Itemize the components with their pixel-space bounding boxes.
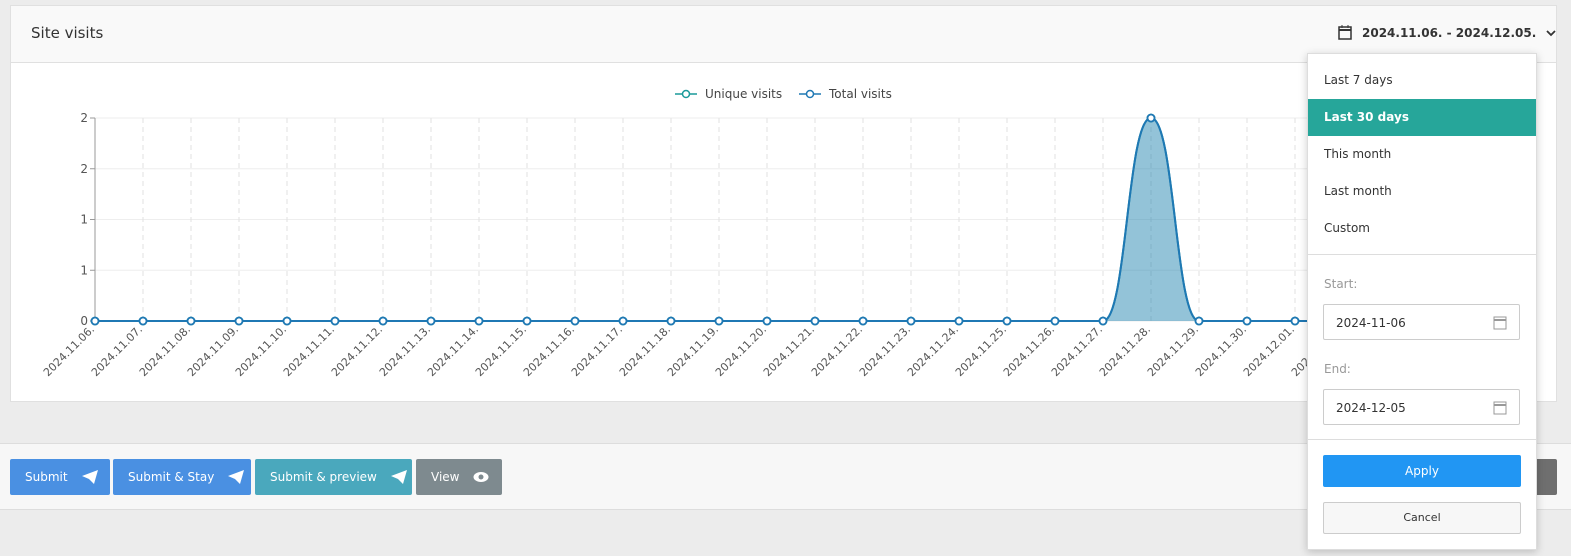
legend-label: Unique visits — [705, 87, 782, 101]
data-point — [1098, 316, 1108, 326]
date-range-toggle[interactable]: 2024.11.06. - 2024.12.05. — [1338, 25, 1556, 40]
date-picker-dropdown: Last 7 days Last 30 days This month Last mo… — [1307, 53, 1537, 550]
start-input[interactable]: 2024-11-06 — [1323, 304, 1520, 340]
date-range-text: 2024.11.06. - 2024.12.05. — [1362, 25, 1537, 40]
data-point — [186, 316, 196, 326]
data-point — [378, 316, 388, 326]
data-point — [1194, 316, 1204, 326]
calendar-icon — [1338, 25, 1352, 40]
series-area — [95, 118, 1487, 321]
data-point — [1002, 316, 1012, 326]
y-tick-label: 0 — [80, 314, 88, 328]
data-point — [282, 316, 292, 326]
view-button[interactable]: View — [416, 459, 502, 495]
data-point — [90, 316, 100, 326]
data-point — [1242, 316, 1252, 326]
data-point — [1290, 316, 1300, 326]
button-label: Submit & Stay — [128, 470, 215, 484]
preset-option[interactable]: Custom — [1324, 221, 1370, 235]
legend-label: Total visits — [828, 87, 892, 101]
data-point — [1050, 316, 1060, 326]
data-point — [858, 316, 868, 326]
series-area — [95, 118, 1487, 321]
end-input[interactable]: 2024-12-05 — [1323, 389, 1520, 425]
submit-button[interactable]: Submit — [10, 459, 110, 495]
eye-icon — [473, 472, 489, 482]
button-label: Submit & preview — [270, 470, 377, 484]
end-value: 2024-12-05 — [1336, 401, 1406, 415]
start-label: Start: — [1324, 277, 1358, 291]
submit-stay-button[interactable]: Submit & Stay — [113, 459, 251, 495]
calendar-icon — [1493, 316, 1507, 330]
card — [10, 5, 1557, 402]
preset-option[interactable]: Last month — [1324, 184, 1392, 198]
data-point — [810, 316, 820, 326]
y-tick-label: 1 — [80, 213, 88, 227]
data-point — [330, 316, 340, 326]
preset-option[interactable]: Last 7 days — [1324, 73, 1393, 87]
data-point — [138, 316, 148, 326]
cancel-button[interactable]: Cancel — [1323, 502, 1521, 534]
preset-option[interactable]: This month — [1324, 147, 1392, 161]
data-point — [522, 316, 532, 326]
send-icon — [390, 470, 407, 484]
divider — [1308, 254, 1536, 255]
apply-button[interactable]: Apply — [1323, 455, 1521, 487]
button-label: Submit — [25, 470, 68, 484]
calendar-icon — [1493, 401, 1507, 415]
data-point — [234, 316, 244, 326]
data-point — [906, 316, 916, 326]
card-title: Site visits — [31, 24, 104, 42]
data-point — [1146, 113, 1156, 123]
y-tick-label: 2 — [80, 111, 88, 125]
send-icon — [81, 470, 98, 484]
data-point — [570, 316, 580, 326]
y-tick-label: 2 — [80, 162, 88, 176]
preset-option[interactable]: Last 30 days — [1308, 99, 1536, 136]
data-point — [666, 316, 676, 326]
divider — [1308, 439, 1536, 440]
data-point — [474, 316, 484, 326]
data-point — [714, 316, 724, 326]
end-label: End: — [1324, 362, 1351, 376]
legend-marker — [805, 89, 815, 99]
submit-preview-button[interactable]: Submit & preview — [255, 459, 412, 495]
send-icon — [228, 470, 245, 484]
data-point — [762, 316, 772, 326]
data-point — [954, 316, 964, 326]
start-value: 2024-11-06 — [1336, 316, 1406, 330]
data-point — [426, 316, 436, 326]
chevron-icon — [1546, 29, 1556, 36]
card-header — [10, 5, 1557, 63]
data-point — [618, 316, 628, 326]
legend-marker — [681, 89, 691, 99]
y-tick-label: 1 — [80, 263, 88, 277]
button-label: View — [431, 470, 460, 484]
